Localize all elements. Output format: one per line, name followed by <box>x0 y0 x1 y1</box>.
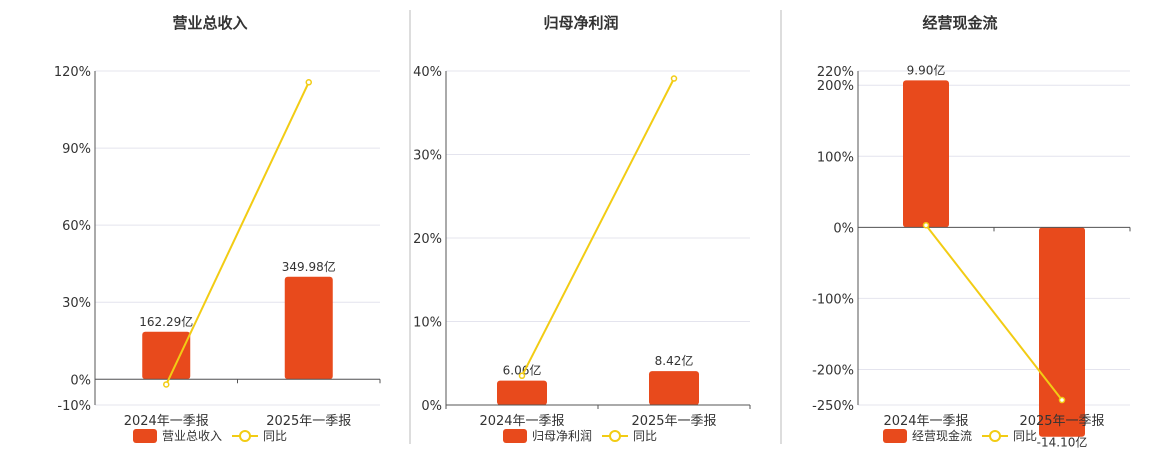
yoy-point <box>922 221 930 229</box>
y-tick-label: 0% <box>421 399 442 414</box>
yoy-line <box>521 78 675 377</box>
data-label: 6.06亿 <box>503 363 542 378</box>
bar <box>903 80 949 228</box>
data-label: -14.10亿 <box>1037 435 1088 450</box>
yoy-point <box>518 372 526 380</box>
legend-bar-swatch <box>133 429 157 443</box>
chart-title: 营业总收入 <box>172 14 247 32</box>
y-tick-label: 100% <box>817 150 854 165</box>
y-tick-label: 220% <box>817 65 854 80</box>
y-tick-label: -250% <box>812 399 854 414</box>
x-tick-label: 2024年一季报 <box>883 414 968 429</box>
bar <box>142 331 191 380</box>
y-tick-label: 30% <box>62 296 91 311</box>
yoy-point <box>670 75 678 82</box>
y-tick-label: -10% <box>57 399 91 414</box>
yoy-point <box>305 79 312 86</box>
y-tick-label: 10% <box>413 316 442 331</box>
y-tick-label: 0% <box>70 373 91 388</box>
bar <box>284 276 333 380</box>
chart-title: 归母净利润 <box>543 14 618 32</box>
legend-line-marker <box>989 430 1001 442</box>
bar <box>1039 227 1085 437</box>
legend-line-label: 同比 <box>263 429 287 443</box>
bar <box>649 371 699 405</box>
yoy-line <box>165 81 310 385</box>
legend-bar-label: 营业总收入 <box>162 429 222 443</box>
x-tick-label: 2024年一季报 <box>124 414 209 429</box>
y-tick-label: -200% <box>812 363 854 378</box>
legend-line-marker <box>609 430 621 442</box>
y-tick-label: 60% <box>62 219 91 234</box>
y-tick-label: 0% <box>833 221 854 236</box>
yoy-point <box>163 381 170 388</box>
x-tick-label: 2024年一季报 <box>479 414 564 429</box>
y-tick-label: 200% <box>817 79 854 94</box>
y-tick-label: -100% <box>812 292 854 307</box>
data-label: 349.98亿 <box>282 259 336 274</box>
yoy-point <box>1058 396 1066 404</box>
legend-line-label: 同比 <box>633 429 657 443</box>
x-tick-label: 2025年一季报 <box>631 414 716 429</box>
x-tick-label: 2025年一季报 <box>1019 414 1104 429</box>
legend-bar-swatch <box>883 429 907 443</box>
legend-line-marker <box>239 430 251 442</box>
legend-line-label: 同比 <box>1013 429 1037 443</box>
y-tick-label: 120% <box>54 65 91 80</box>
y-tick-label: 30% <box>413 149 442 164</box>
y-tick-label: 20% <box>413 232 442 247</box>
legend-bar-label: 归母净利润 <box>532 429 592 443</box>
legend-bar-swatch <box>503 429 527 443</box>
data-label: 8.42亿 <box>655 353 694 368</box>
data-label: 162.29亿 <box>139 314 193 329</box>
yoy-line <box>925 224 1063 401</box>
chart-title: 经营现金流 <box>922 14 997 32</box>
legend-bar-label: 经营现金流 <box>912 428 972 443</box>
x-tick-label: 2025年一季报 <box>266 414 351 429</box>
y-tick-label: 40% <box>413 65 442 80</box>
data-label: 9.90亿 <box>907 62 946 77</box>
y-tick-label: 90% <box>62 142 91 157</box>
bar <box>497 380 547 405</box>
